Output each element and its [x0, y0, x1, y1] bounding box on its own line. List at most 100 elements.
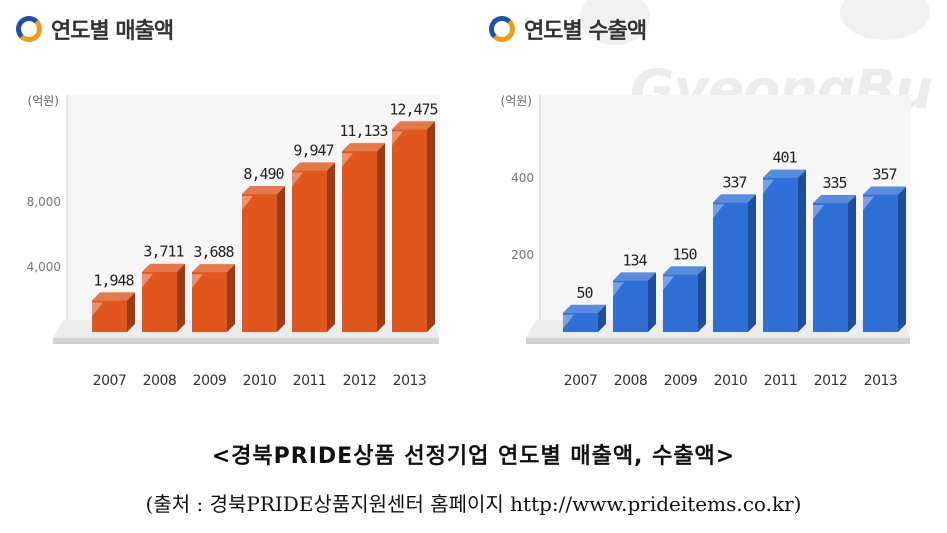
x-tick-label: 2013 — [393, 373, 427, 389]
bar-front — [292, 170, 327, 332]
bar-2009 — [192, 264, 235, 332]
bar-fold — [713, 204, 724, 219]
bar-side — [427, 121, 435, 332]
bar-fold — [813, 205, 824, 220]
bar-2010 — [242, 186, 285, 332]
bar-front — [192, 272, 227, 332]
x-tick-label: 2008 — [614, 373, 648, 389]
bar-side — [598, 304, 606, 332]
bar-side — [377, 143, 385, 332]
figure-source: (출처 : 경북PRIDE상품지원센터 홈페이지 http://www.prid… — [145, 492, 802, 516]
bar-top — [763, 169, 806, 178]
data-label: 401 — [772, 149, 797, 167]
bar-2013 — [863, 186, 906, 332]
bar-side — [227, 264, 235, 332]
export-chart-title-text: 연도별 수출액 — [524, 19, 647, 44]
x-tick-label: 2013 — [864, 373, 898, 389]
data-label: 335 — [822, 174, 846, 192]
x-tick-label: 2010 — [714, 373, 748, 389]
x-tick-label: 2009 — [193, 373, 227, 389]
bar-fold — [392, 131, 403, 146]
bar-side — [177, 263, 185, 332]
bar-2010 — [713, 194, 756, 332]
bar-fold — [613, 282, 624, 297]
watermark-shape — [580, 0, 650, 45]
bar-front — [392, 129, 427, 332]
bar-fold — [92, 302, 103, 317]
data-label: 3,688 — [193, 243, 234, 261]
data-label: 134 — [622, 251, 647, 269]
x-tick-label: 2007 — [93, 373, 127, 389]
data-label: 150 — [672, 245, 697, 263]
bar-fold — [242, 196, 253, 211]
y-axis-unit: (억원) — [501, 94, 532, 108]
bar-side — [648, 272, 656, 332]
x-tick-label: 2011 — [764, 373, 798, 389]
bar-side — [327, 162, 335, 332]
bar-side — [698, 266, 706, 332]
data-label: 11,133 — [339, 122, 387, 140]
data-label: 357 — [872, 166, 896, 184]
x-tick-label: 2009 — [664, 373, 698, 389]
data-label: 337 — [722, 173, 746, 191]
x-tick-label: 2012 — [814, 373, 848, 389]
circle-icon — [489, 16, 515, 42]
bar-top — [392, 121, 435, 130]
data-label: 1,948 — [93, 271, 134, 289]
data-label: 12,475 — [389, 100, 437, 118]
export-chart-title: 연도별 수출액 — [489, 14, 647, 44]
bar-side — [277, 186, 285, 332]
bar-top — [563, 304, 606, 313]
bar-side — [127, 292, 135, 332]
bar-top — [242, 186, 285, 195]
bar-fold — [192, 274, 203, 289]
bar-top — [92, 292, 135, 301]
bar-side — [898, 186, 906, 332]
bar-2008 — [613, 272, 656, 332]
bar-front — [142, 271, 177, 332]
bar-front — [813, 203, 848, 332]
bar-front — [613, 280, 648, 332]
bar-2007 — [92, 292, 135, 332]
bar-2013 — [392, 121, 435, 332]
x-tick-label: 2012 — [343, 373, 377, 389]
data-label: 8,490 — [243, 165, 284, 183]
bar-2008 — [142, 263, 185, 332]
y-tick-label: 4,000 — [27, 260, 61, 274]
bar-side — [798, 169, 806, 332]
data-label: 3,711 — [143, 243, 184, 261]
bar-2007 — [563, 304, 606, 332]
bar-top — [713, 194, 756, 203]
figure-caption: <경북PRIDE상품 선정기업 연도별 매출액, 수출액> — [211, 444, 736, 469]
y-tick-label: 8,000 — [27, 195, 61, 209]
bar-top — [142, 263, 185, 272]
bar-2009 — [663, 266, 706, 332]
bar-top — [613, 272, 656, 281]
bar-side — [848, 195, 856, 332]
bar-2011 — [763, 169, 806, 332]
y-axis-unit: (억원) — [28, 94, 59, 108]
bar-top — [863, 186, 906, 195]
x-tick-label: 2011 — [293, 373, 327, 389]
bar-top — [663, 266, 706, 275]
circle-icon — [16, 16, 42, 42]
bar-fold — [863, 196, 874, 211]
bar-fold — [342, 153, 353, 168]
bar-fold — [563, 314, 574, 329]
bar-fold — [663, 276, 674, 291]
bar-front — [713, 202, 748, 332]
bar-front — [242, 194, 277, 332]
bar-front — [342, 151, 377, 332]
chart-floor-edge — [526, 338, 910, 344]
x-tick-label: 2010 — [243, 373, 277, 389]
chart-floor-edge — [53, 338, 439, 344]
x-tick-label: 2007 — [564, 373, 598, 389]
data-label: 9,947 — [293, 141, 333, 159]
sales-chart-title-text: 연도별 매출액 — [51, 19, 174, 44]
bar-side — [748, 194, 756, 332]
y-tick-label: 400 — [511, 171, 534, 185]
data-label: 50 — [576, 284, 593, 302]
bar-top — [342, 143, 385, 152]
